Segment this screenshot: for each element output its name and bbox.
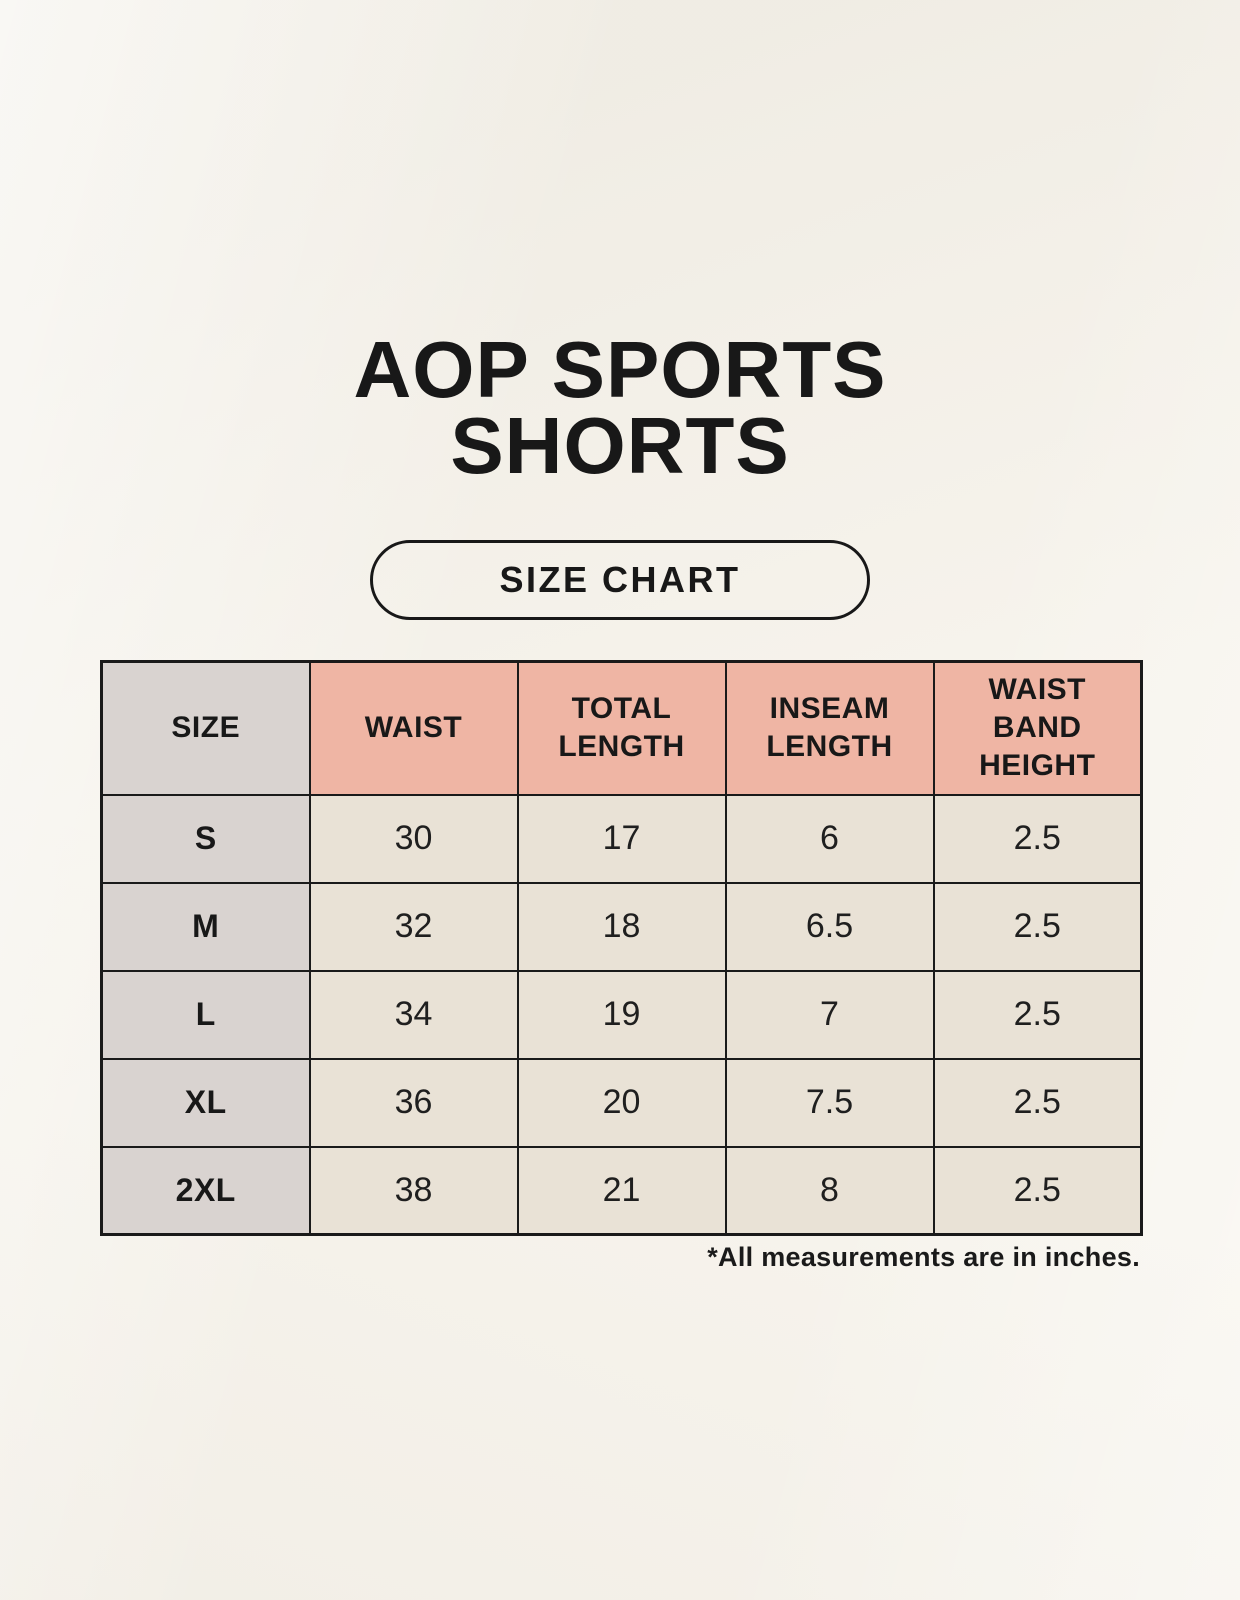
cell-s-total-length: 17 bbox=[516, 793, 727, 884]
cell-2xl-waist: 38 bbox=[308, 1145, 519, 1236]
column-header-waist: WAIST bbox=[308, 660, 519, 796]
size-chart-badge-label: SIZE CHART bbox=[499, 559, 741, 600]
cell-s-waist-band-height: 2.5 bbox=[932, 793, 1143, 884]
column-header-size: SIZE bbox=[100, 660, 311, 796]
table-row-s: S 30 17 6 2.5 bbox=[100, 793, 1143, 884]
size-label-s: S bbox=[100, 793, 311, 884]
table-header-row: SIZE WAIST TOTAL LENGTH INSEAM LENGTH WA… bbox=[100, 660, 1143, 796]
cell-l-waist-band-height: 2.5 bbox=[932, 969, 1143, 1060]
cell-2xl-inseam-length: 8 bbox=[724, 1145, 935, 1236]
page-title: AOP SPORTS SHORTS bbox=[0, 325, 1240, 490]
cell-xl-total-length: 20 bbox=[516, 1057, 727, 1148]
table-row-2xl: 2XL 38 21 8 2.5 bbox=[100, 1145, 1143, 1236]
cell-m-inseam-length: 6.5 bbox=[724, 881, 935, 972]
cell-xl-inseam-length: 7.5 bbox=[724, 1057, 935, 1148]
cell-m-waist-band-height: 2.5 bbox=[932, 881, 1143, 972]
cell-l-total-length: 19 bbox=[516, 969, 727, 1060]
cell-m-waist: 32 bbox=[308, 881, 519, 972]
size-label-m: M bbox=[100, 881, 311, 972]
column-header-waist-band-height: WAIST BAND HEIGHT bbox=[932, 660, 1143, 796]
size-chart-table: SIZE WAIST TOTAL LENGTH INSEAM LENGTH WA… bbox=[100, 660, 1143, 1236]
cell-l-inseam-length: 7 bbox=[724, 969, 935, 1060]
cell-l-waist: 34 bbox=[308, 969, 519, 1060]
cell-s-waist: 30 bbox=[308, 793, 519, 884]
table-row-l: L 34 19 7 2.5 bbox=[100, 969, 1143, 1060]
title-line-1: AOP SPORTS bbox=[353, 325, 887, 414]
cell-2xl-total-length: 21 bbox=[516, 1145, 727, 1236]
size-label-2xl: 2XL bbox=[100, 1145, 311, 1236]
cell-2xl-waist-band-height: 2.5 bbox=[932, 1145, 1143, 1236]
table-row-xl: XL 36 20 7.5 2.5 bbox=[100, 1057, 1143, 1148]
title-line-2: SHORTS bbox=[450, 401, 790, 490]
cell-s-inseam-length: 6 bbox=[724, 793, 935, 884]
measurements-footnote: *All measurements are in inches. bbox=[707, 1242, 1140, 1272]
column-header-total-length: TOTAL LENGTH bbox=[516, 660, 727, 796]
size-label-xl: XL bbox=[100, 1057, 311, 1148]
cell-m-total-length: 18 bbox=[516, 881, 727, 972]
size-label-l: L bbox=[100, 969, 311, 1060]
column-header-inseam-length: INSEAM LENGTH bbox=[724, 660, 935, 796]
table-row-m: M 32 18 6.5 2.5 bbox=[100, 881, 1143, 972]
size-chart-badge: SIZE CHART bbox=[370, 540, 870, 620]
size-chart-table-container: SIZE WAIST TOTAL LENGTH INSEAM LENGTH WA… bbox=[100, 660, 1143, 1236]
cell-xl-waist: 36 bbox=[308, 1057, 519, 1148]
cell-xl-waist-band-height: 2.5 bbox=[932, 1057, 1143, 1148]
